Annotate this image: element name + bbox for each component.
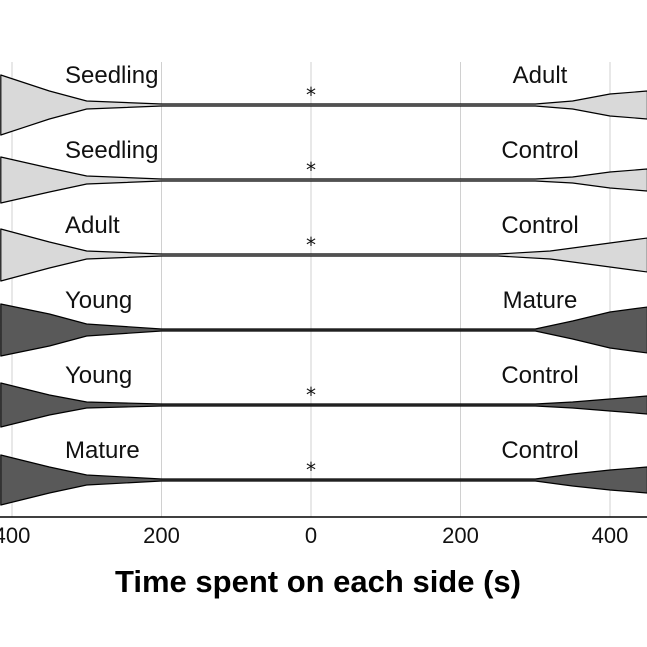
x-axis-title: Time spent on each side (s) (115, 564, 521, 599)
row-left-label: Seedling (65, 137, 158, 164)
significance-marker: * (306, 158, 316, 182)
row-left-label: Mature (65, 437, 140, 464)
violin-row-3 (0, 228, 647, 282)
violin-row-6 (0, 454, 647, 506)
gridlines (11, 62, 611, 517)
row-right-label: Control (501, 437, 578, 464)
violin-row-5 (0, 382, 647, 428)
x-tick-label: 200 (442, 523, 479, 548)
violin-row-4 (0, 303, 647, 357)
x-tick-label: 400 (592, 523, 629, 548)
x-tick-label: 200 (143, 523, 180, 548)
significance-marker: * (306, 458, 316, 482)
x-tick-label: 0 (305, 523, 317, 548)
significance-marker: * (306, 383, 316, 407)
violin-rows (0, 74, 647, 506)
row-left-label: Young (65, 287, 132, 314)
x-axis-ticks: 400 200 0 200 400 (0, 523, 628, 548)
row-right-label: Control (501, 137, 578, 164)
significance-marker: * (306, 83, 316, 107)
x-tick-label: 400 (0, 523, 30, 548)
row-right-label: Adult (513, 62, 568, 89)
row-left-label: Adult (65, 212, 120, 239)
row-right-label: Control (501, 362, 578, 389)
row-right-label: Control (501, 212, 578, 239)
row-left-label: Seedling (65, 62, 158, 89)
row-left-label: Young (65, 362, 132, 389)
violin-row-2 (0, 156, 647, 204)
row-right-label: Mature (503, 287, 578, 314)
significance-marker: * (306, 233, 316, 257)
row-labels: Seedling Adult * Seedling Control * Adult Contr… (65, 62, 579, 482)
violin-row-1 (0, 74, 647, 136)
